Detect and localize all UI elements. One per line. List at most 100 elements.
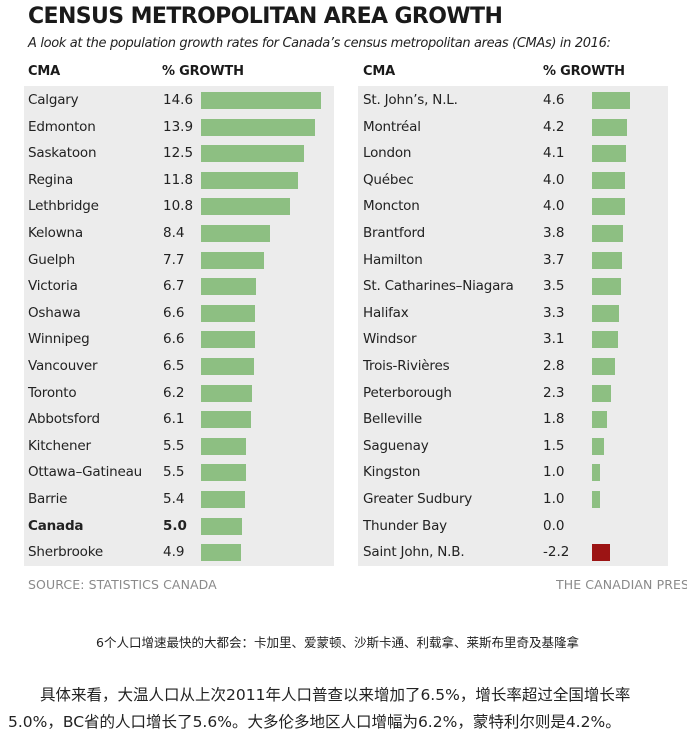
- growth-bar: [201, 544, 242, 562]
- cma-name: Kelowna: [28, 225, 83, 241]
- growth-value-label: 13.9: [163, 118, 194, 135]
- growth-bar: [201, 225, 270, 242]
- growth-value-label: 11.8: [163, 171, 194, 188]
- cma-name: Thunder Bay: [363, 517, 447, 534]
- article-paragraph: 具体来看，大温人口从上次2011年人口普查以来增加了6.5%，增长率超过全国增长…: [8, 686, 631, 731]
- row-thunder-bay: Thunder Bay 0.0: [363, 513, 673, 540]
- growth-value-label: 5.5: [163, 464, 185, 481]
- row-sherbrooke: Sherbrooke 4.9: [28, 539, 338, 566]
- growth-value-label: 0.0: [543, 517, 565, 534]
- growth-bar: [592, 304, 620, 322]
- growth-bar: [201, 384, 252, 402]
- growth-bar: [592, 544, 611, 562]
- cma-name: Windsor: [363, 331, 417, 348]
- cma-name: Edmonton: [28, 118, 96, 135]
- growth-value-label: 3.1: [543, 331, 565, 348]
- growth-value-label: 2.3: [543, 384, 565, 401]
- cma-name: Halifax: [363, 304, 409, 321]
- column-header-cma-left: CMA: [28, 64, 60, 79]
- row-trois-rivieres: Trois-Rivières 2.8: [363, 353, 673, 380]
- growth-value-label: 6.5: [163, 358, 185, 374]
- growth-value-label: 5.0: [163, 517, 187, 534]
- growth-bar: [201, 145, 304, 163]
- cma-name: Barrie: [28, 491, 68, 507]
- row-montreal: Montréal 4.2: [363, 114, 673, 141]
- growth-value-label: 2.8: [543, 358, 565, 374]
- growth-value-label: 12.5: [163, 145, 194, 162]
- row-saskatoon: Saskatoon 12.5: [28, 140, 338, 167]
- cma-name: Canada: [28, 517, 84, 534]
- cma-name: London: [363, 145, 412, 162]
- column-header-growth-right: % GROWTH: [543, 64, 625, 79]
- growth-bar: [592, 464, 601, 482]
- image-caption: 6个人口增速最快的大都会：卡加里、爱蒙顿、沙斯卡通、利载拿、莱斯布里奇及基隆拿: [96, 635, 579, 650]
- growth-value-label: 1.0: [543, 464, 565, 481]
- growth-value-label: 6.6: [163, 304, 185, 321]
- row-moncton: Moncton 4.0: [363, 193, 673, 220]
- panel-left: [24, 86, 334, 566]
- cma-name: Victoria: [28, 278, 78, 295]
- row-toronto: Toronto 6.2: [28, 380, 338, 407]
- row-belleville: Belleville 1.8: [363, 406, 673, 433]
- row-brantford: Brantford 3.8: [363, 220, 673, 247]
- growth-bar: [201, 331, 256, 349]
- growth-bar: [592, 384, 611, 402]
- cma-name: St. Catharines–Niagara: [363, 278, 514, 295]
- growth-bar: [201, 437, 247, 455]
- source-note: SOURCE: STATISTICS CANADA: [28, 577, 217, 592]
- growth-bar: [201, 92, 321, 109]
- growth-bar: [201, 464, 247, 482]
- credit-note: THE CANADIAN PRESS: [556, 577, 687, 592]
- growth-value-label: 3.5: [543, 278, 565, 295]
- cma-name: Lethbridge: [28, 198, 99, 215]
- growth-value-label: 1.8: [543, 411, 565, 428]
- row-regina: Regina 11.8: [28, 167, 338, 194]
- row-hamilton: Hamilton 3.7: [363, 247, 673, 274]
- growth-value-label: -2.2: [543, 544, 570, 561]
- infographic: CENSUS METROPOLITAN AREA GROWTH A look a…: [24, 4, 687, 592]
- cma-name: Montréal: [363, 118, 421, 135]
- growth-value-label: 14.6: [163, 92, 194, 108]
- cma-name: Vancouver: [28, 358, 98, 374]
- growth-bar: [592, 92, 630, 109]
- growth-bar: [201, 304, 256, 322]
- row-saint-john-n-b: Saint John, N.B. -2.2: [363, 539, 673, 566]
- cma-name: Kingston: [363, 464, 421, 481]
- growth-value-label: 4.1: [543, 145, 565, 162]
- row-vancouver: Vancouver 6.5: [28, 353, 338, 380]
- cma-name: Kitchener: [28, 437, 91, 454]
- chart-title: CENSUS METROPOLITAN AREA GROWTH: [28, 4, 503, 29]
- cma-name: Abbotsford: [28, 411, 100, 428]
- growth-bar: [201, 517, 243, 535]
- growth-bar: [592, 331, 618, 349]
- row-st-catharines-niagara: St. Catharines–Niagara 3.5: [363, 273, 673, 300]
- cma-name: Peterborough: [363, 384, 452, 401]
- growth-bar: [592, 491, 601, 508]
- row-calgary: Calgary 14.6: [28, 87, 338, 114]
- row-abbotsford: Abbotsford 6.1: [28, 406, 338, 433]
- row-saguenay: Saguenay 1.5: [363, 433, 673, 460]
- growth-value-label: 1.5: [543, 437, 565, 454]
- cma-name: Hamilton: [363, 251, 423, 268]
- cma-name: Calgary: [28, 92, 79, 108]
- growth-bar: [201, 118, 316, 136]
- row-edmonton: Edmonton 13.9: [28, 114, 338, 141]
- row-kelowna: Kelowna 8.4: [28, 220, 338, 247]
- growth-value-label: 4.6: [543, 92, 565, 108]
- column-header-cma-right: CMA: [363, 64, 395, 79]
- row-oshawa: Oshawa 6.6: [28, 300, 338, 327]
- growth-bar: [201, 198, 290, 216]
- row-winnipeg: Winnipeg 6.6: [28, 326, 338, 353]
- growth-bar: [592, 118, 627, 136]
- row-victoria: Victoria 6.7: [28, 273, 338, 300]
- row-greater-sudbury: Greater Sudbury 1.0: [363, 486, 673, 513]
- growth-value-label: 1.0: [543, 491, 565, 507]
- cma-name: Belleville: [363, 411, 422, 428]
- cma-name: Saint John, N.B.: [363, 544, 465, 561]
- row-st-john-s-n-l: St. John’s, N.L. 4.6: [363, 87, 673, 114]
- growth-bar: [592, 358, 615, 375]
- growth-value-label: 6.2: [163, 384, 185, 401]
- cma-name: Regina: [28, 171, 74, 188]
- cma-name: Guelph: [28, 251, 75, 268]
- cma-name: Winnipeg: [28, 331, 90, 348]
